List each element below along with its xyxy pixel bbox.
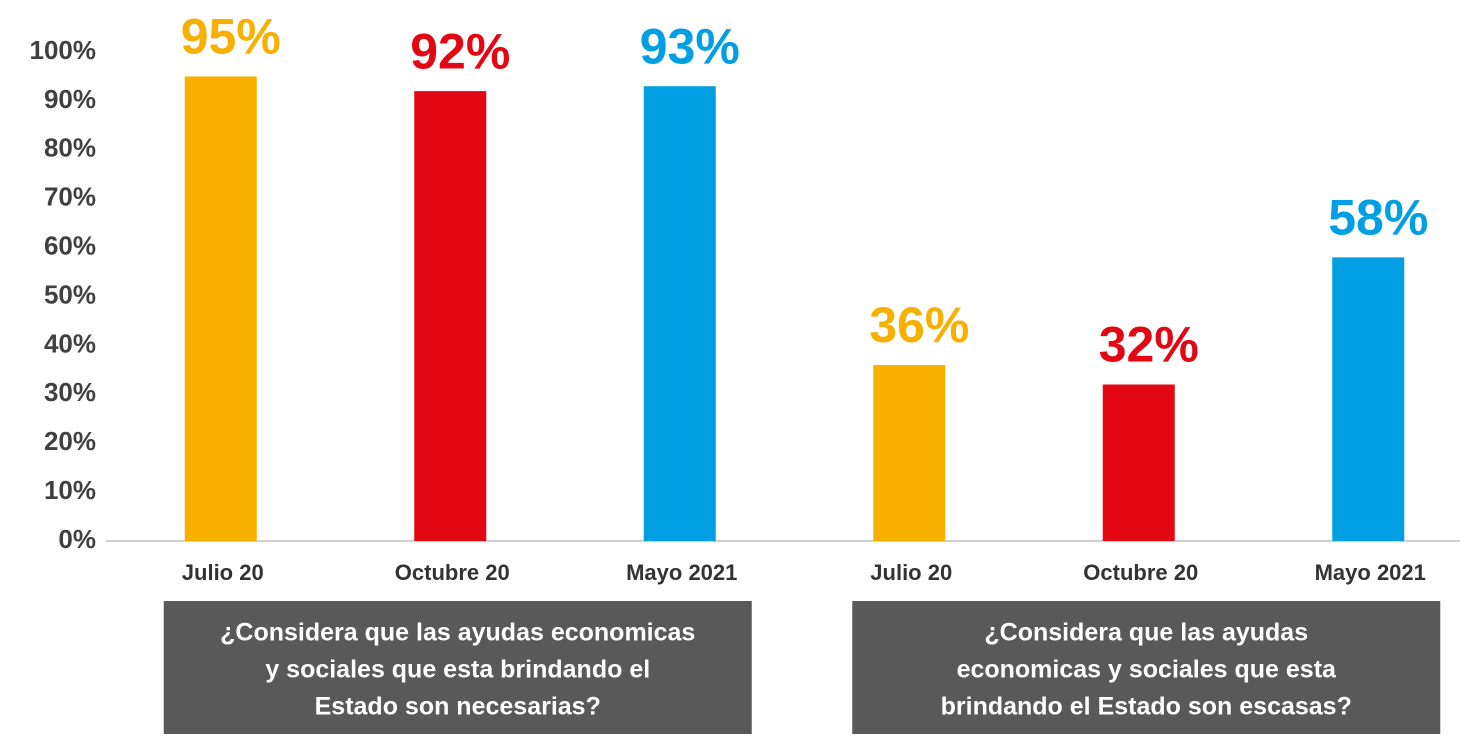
y-tick-label: 0%: [58, 524, 96, 554]
bar: [414, 91, 487, 542]
group-label-line: Estado son necesarias?: [315, 693, 601, 721]
y-tick-label: 90%: [44, 84, 96, 114]
value-label: 32%: [1099, 317, 1199, 373]
y-tick-label: 80%: [44, 133, 96, 163]
group-label-line: economicas y sociales que esta: [957, 656, 1337, 684]
y-tick-label: 100%: [30, 35, 97, 65]
x-tick-label: Mayo 2021: [1315, 560, 1426, 585]
bar: [1332, 257, 1405, 541]
group-label-line: ¿Considera que las ayudas economicas: [220, 619, 695, 647]
value-label: 36%: [869, 297, 969, 353]
y-tick-label: 60%: [44, 230, 96, 260]
group-label-line: brindando el Estado son escasas?: [941, 693, 1352, 721]
x-tick-label: Mayo 2021: [626, 560, 737, 585]
x-tick-label: Octubre 20: [395, 560, 510, 585]
x-tick-label: Octubre 20: [1083, 560, 1198, 585]
y-tick-label: 10%: [44, 475, 96, 505]
y-tick-label: 40%: [44, 328, 96, 358]
group-label-box: [852, 601, 1441, 739]
x-tick-label: Julio 20: [870, 560, 952, 585]
x-tick-label: Julio 20: [182, 560, 264, 585]
bar: [184, 76, 257, 541]
bar: [1102, 384, 1175, 541]
value-label: 58%: [1328, 190, 1428, 246]
value-label: 92%: [410, 23, 510, 79]
y-tick-label: 20%: [44, 426, 96, 456]
y-tick-label: 30%: [44, 377, 96, 407]
bar: [643, 86, 716, 541]
y-tick-label: 50%: [44, 279, 96, 309]
value-label: 93%: [640, 18, 740, 74]
group-label-box: [163, 601, 752, 739]
group-label-line: y sociales que esta brindando el: [265, 656, 650, 684]
value-label: 95%: [181, 9, 281, 65]
bar: [873, 364, 946, 541]
y-tick-label: 70%: [44, 182, 96, 212]
group-label-line: ¿Considera que las ayudas: [984, 619, 1308, 647]
